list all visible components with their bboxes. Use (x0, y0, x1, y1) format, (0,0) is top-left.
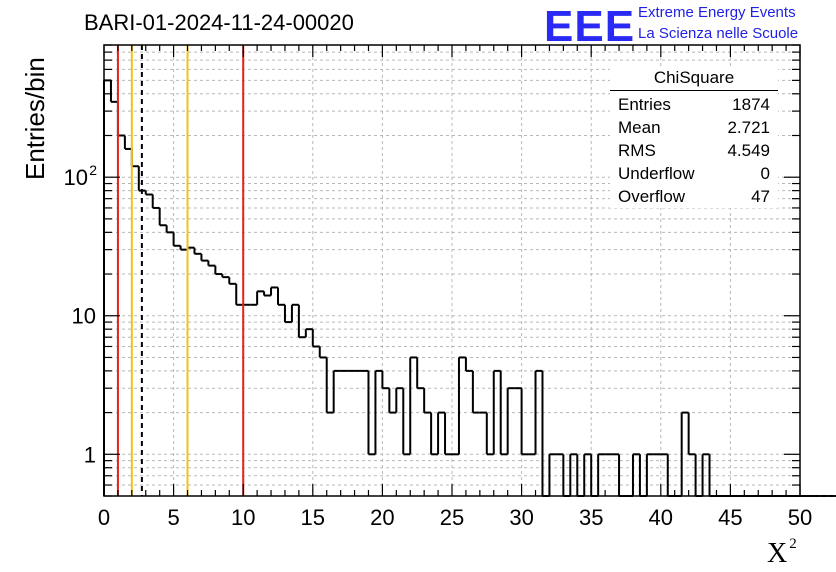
stats-label: Mean (618, 118, 661, 137)
logo-subtitle-line2: La Scienza nelle Scuole (638, 25, 799, 42)
x-axis-label-exponent: 2 (789, 536, 797, 552)
x-axis-label-base: X (767, 538, 788, 569)
stats-row-entries: Entries 1874 (610, 93, 778, 116)
stats-label: Underflow (618, 164, 695, 183)
stats-label: Overflow (618, 187, 686, 206)
stats-row-underflow: Underflow 0 (610, 162, 778, 185)
x-tick-label: 45 (718, 505, 742, 530)
x-tick-label: 30 (509, 505, 533, 530)
x-tick-label: 50 (788, 505, 812, 530)
reference-lines-layer (116, 45, 245, 496)
y-tick-label: 10 (64, 165, 88, 190)
eee-logo: EEE (544, 2, 636, 51)
stats-label: RMS (618, 141, 656, 160)
stats-row-overflow: Overflow 47 (610, 185, 778, 208)
stats-value: 0 (760, 164, 770, 183)
stats-value: 4.549 (727, 141, 770, 160)
tick-marks (103, 44, 801, 497)
grid-layer (104, 45, 800, 496)
x-tick-label: 5 (167, 505, 179, 530)
y-tick-label: 1 (84, 442, 96, 467)
stats-row-mean: Mean 2.721 (610, 116, 778, 139)
stats-row-rms: RMS 4.549 (610, 139, 778, 162)
x-tick-label: 35 (579, 505, 603, 530)
stats-value: 1874 (732, 95, 770, 114)
x-tick-label: 15 (301, 505, 325, 530)
x-tick-label: 0 (98, 505, 110, 530)
stats-title: ChiSquare (610, 68, 778, 91)
stats-value: 47 (751, 187, 770, 206)
y-tick-label-exponent: 2 (89, 162, 97, 178)
run-title: BARI-01-2024-11-24-00020 (84, 10, 354, 35)
x-tick-label: 40 (649, 505, 673, 530)
stats-value: 2.721 (727, 118, 770, 137)
x-tick-label: 10 (231, 505, 255, 530)
logo-subtitle-line1: Extreme Energy Events (638, 4, 796, 21)
x-tick-label: 20 (370, 505, 394, 530)
y-axis-label: Entries/bin (20, 57, 50, 180)
stats-box: ChiSquare Entries 1874 Mean 2.721 RMS 4.… (610, 68, 778, 208)
x-tick-label: 25 (440, 505, 464, 530)
stats-label: Entries (618, 95, 671, 114)
y-tick-label: 10 (72, 304, 96, 329)
